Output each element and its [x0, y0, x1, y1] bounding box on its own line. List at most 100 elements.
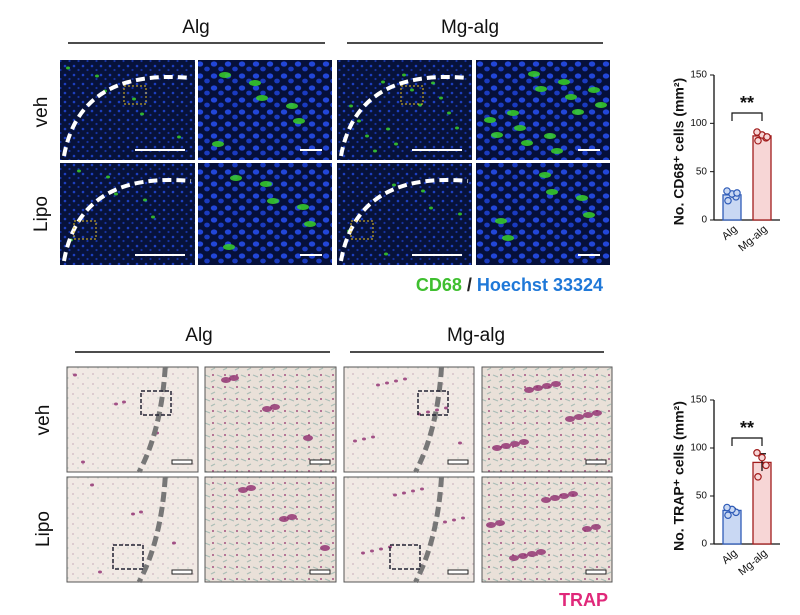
- trap-signal: [509, 555, 519, 561]
- trap-signal: [139, 510, 143, 514]
- data-point: [723, 187, 731, 195]
- trap-signal: [559, 493, 569, 499]
- x-tick-label: Alg: [720, 547, 740, 566]
- green-signal: [431, 81, 435, 85]
- green-signal: [447, 111, 451, 115]
- green-signal: [484, 117, 496, 123]
- trap-signal: [461, 516, 465, 520]
- trap-signal: [550, 495, 560, 501]
- significance-label: **: [740, 93, 754, 113]
- trap-signal: [370, 549, 374, 553]
- green-signal: [558, 79, 570, 85]
- trap-signal: [385, 381, 389, 385]
- y-tick-label: 0: [701, 539, 707, 550]
- green-signal: [384, 252, 388, 256]
- boundary: [62, 178, 192, 262]
- trap-signal: [376, 383, 380, 387]
- scale-bar: [171, 459, 193, 465]
- significance-bracket: [731, 112, 763, 121]
- trap-signal: [114, 402, 118, 406]
- green-signal: [212, 141, 224, 147]
- scale-bar: [585, 459, 607, 465]
- boundary: [339, 178, 469, 262]
- row-label: Lipo: [31, 196, 52, 232]
- trap-signal: [492, 445, 502, 451]
- y-tick-label: 150: [690, 395, 707, 406]
- green-signal: [502, 235, 514, 241]
- green-signal: [551, 148, 563, 154]
- trap-signal: [98, 570, 102, 574]
- trap-signal: [229, 375, 239, 381]
- micrograph: [60, 163, 195, 265]
- green-signal: [588, 87, 600, 93]
- y-tick-label: 100: [690, 118, 707, 129]
- trap-signal: [73, 373, 77, 377]
- trap-signal: [458, 441, 462, 445]
- trap-signal: [426, 410, 430, 414]
- separator: /: [467, 275, 472, 295]
- trap-signal: [536, 549, 546, 555]
- roi-box: [417, 390, 449, 416]
- trap-signal: [582, 526, 592, 532]
- boundary: [413, 476, 444, 584]
- green-signal: [595, 102, 607, 108]
- data-point: [754, 136, 762, 145]
- green-signal: [357, 119, 361, 123]
- trap-signal: [443, 520, 447, 524]
- trap-signal: [279, 516, 289, 522]
- scale-bar: [447, 459, 469, 465]
- green-signal: [421, 189, 425, 193]
- stain-legend: TRAP: [559, 590, 608, 610]
- trap-signal: [542, 383, 552, 389]
- green-signal: [249, 80, 261, 86]
- trap-signal: [361, 551, 365, 555]
- green-signal: [583, 212, 595, 218]
- data-point: [763, 133, 771, 141]
- data-point: [753, 448, 761, 457]
- micrograph: [476, 60, 610, 160]
- trap-signal: [393, 493, 397, 497]
- boundary: [136, 476, 168, 584]
- data-point: [723, 503, 731, 512]
- trap-signal: [303, 435, 313, 441]
- green-signal: [572, 109, 584, 115]
- green-signal: [402, 73, 406, 77]
- trap-signal: [568, 491, 578, 497]
- scale-bar: [585, 569, 607, 575]
- green-signal: [286, 103, 298, 109]
- green-signal: [429, 206, 433, 210]
- trap-signal: [90, 483, 94, 487]
- trap-signal: [81, 460, 85, 464]
- green-signal: [114, 192, 118, 196]
- micrograph: [198, 163, 332, 265]
- green-signal: [386, 127, 390, 131]
- green-signal: [267, 198, 279, 204]
- trap-signal: [320, 545, 330, 551]
- green-signal: [521, 140, 533, 146]
- green-signal: [230, 175, 242, 181]
- roi-box: [389, 544, 421, 570]
- green-signal: [66, 66, 70, 70]
- green-signal: [349, 104, 353, 108]
- trap-signal: [362, 437, 366, 441]
- green-signal: [381, 80, 385, 84]
- significance-label: **: [740, 418, 754, 438]
- data-point: [733, 189, 741, 197]
- significance-bracket: [731, 437, 763, 446]
- column-header: Mg-alg: [441, 17, 499, 38]
- y-tick-label: 50: [696, 166, 708, 177]
- boundary: [136, 366, 168, 474]
- bar: [752, 135, 772, 221]
- trap-signal: [262, 406, 272, 412]
- data-point: [758, 453, 766, 462]
- stain-name: CD68: [416, 275, 462, 295]
- trap-signal: [435, 408, 439, 412]
- green-signal: [458, 212, 462, 216]
- green-signal: [495, 218, 507, 224]
- trap-signal: [420, 487, 424, 491]
- trap-signal: [519, 439, 529, 445]
- trap-signal: [411, 489, 415, 493]
- green-signal: [223, 244, 235, 250]
- green-signal: [260, 181, 272, 187]
